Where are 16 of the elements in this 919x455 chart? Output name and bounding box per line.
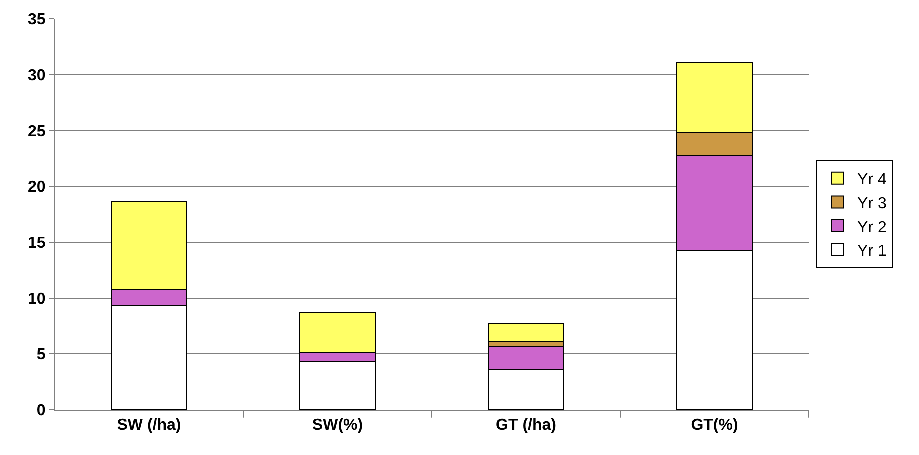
y-tick-label: 20: [28, 179, 46, 196]
legend-label: Yr 1: [858, 243, 887, 260]
y-tick-label: 5: [36, 346, 46, 364]
x-tick-label: GT(%): [691, 417, 738, 434]
y-tick-label: 35: [28, 12, 46, 29]
legend-label: Yr 3: [858, 195, 887, 212]
x-tick-label: SW (/ha): [117, 417, 182, 434]
x-tick-label: SW(%): [312, 417, 364, 434]
legend-label: Yr 4: [858, 172, 887, 189]
y-tick-label: 30: [28, 67, 46, 84]
y-tick-label: 10: [28, 290, 46, 308]
legend-label: Yr 2: [858, 219, 887, 236]
y-tick-label: 15: [28, 235, 46, 252]
y-tick-label: 0: [36, 402, 46, 420]
x-tick-label: GT (/ha): [496, 417, 556, 434]
y-tick-label: 25: [28, 123, 46, 140]
